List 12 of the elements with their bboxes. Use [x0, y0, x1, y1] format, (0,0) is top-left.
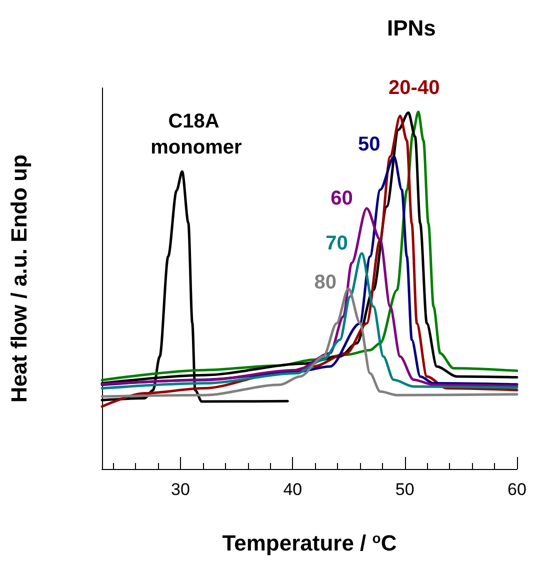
series-label: C18A monomer: [150, 110, 242, 159]
series-label: 50: [358, 134, 380, 156]
chart-title: IPNs: [387, 16, 436, 40]
series-label: 80: [314, 271, 337, 294]
x-tick-label: 30: [171, 480, 190, 499]
series-label: 20-40: [388, 76, 440, 99]
series-label: 60: [330, 187, 353, 210]
x-tick-label: 50: [395, 480, 414, 499]
series-label: 70: [326, 232, 348, 254]
y-axis-title: Heat flow / a.u. Endo up: [6, 154, 32, 403]
x-tick-label: 60: [508, 480, 526, 499]
x-tick-label: 40: [283, 480, 302, 499]
